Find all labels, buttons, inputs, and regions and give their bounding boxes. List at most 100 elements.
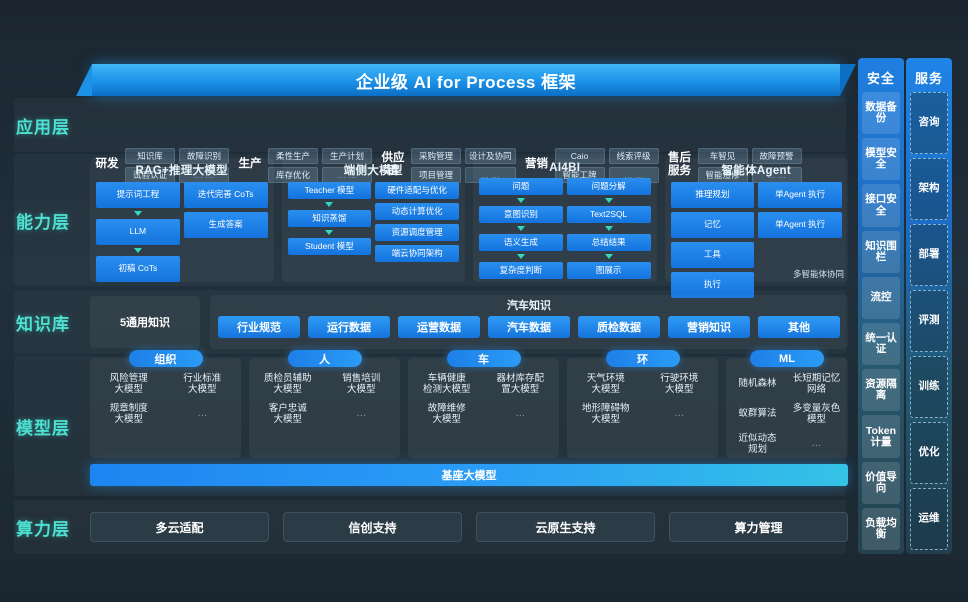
model-item[interactable]: 天气环境 大模型	[586, 372, 625, 395]
rail-item-service[interactable]: 评测	[910, 290, 948, 352]
model-item[interactable]: 规章制度 大模型	[109, 402, 148, 425]
model-item[interactable]: 多变量灰色 模型	[792, 402, 841, 425]
model-item[interactable]: 器材库存配 置大模型	[496, 372, 544, 395]
capability-node[interactable]: 迭代完善 CoTs	[183, 182, 268, 208]
capability-node[interactable]: 推理规划	[670, 182, 755, 208]
capability-node[interactable]: 图展示	[566, 262, 651, 279]
capability-node[interactable]: 初稿 CoTs	[96, 256, 180, 282]
rail-item-service[interactable]: 架构	[910, 158, 948, 220]
application-chip[interactable]: 设计及协同	[465, 147, 516, 164]
model-item[interactable]: 行业标准 大模型	[183, 372, 222, 395]
rail-item-service[interactable]: 咨询	[910, 92, 948, 154]
rail-item-security[interactable]: 模型安全	[862, 138, 900, 181]
compute-chip[interactable]: 多云适配	[90, 512, 269, 542]
capability-node[interactable]: Teacher 模型	[287, 182, 372, 199]
rail-item-security[interactable]: 数据备份	[862, 92, 900, 135]
rail-item-security[interactable]: 价值导向	[862, 461, 900, 504]
model-card-pill[interactable]: 车	[446, 350, 521, 367]
capability-node[interactable]: 单Agent 执行	[758, 212, 842, 238]
application-chip[interactable]: … …	[322, 166, 372, 183]
application-chip[interactable]: 采购管理	[411, 147, 461, 164]
compute-chip[interactable]: 信创支持	[283, 512, 462, 542]
rail-item-security[interactable]: Token计量	[862, 415, 900, 458]
knowledge-chip[interactable]: 运行数据	[308, 316, 390, 338]
rail-item-security[interactable]: 流控	[862, 276, 900, 320]
model-item[interactable]: 质检员辅助 大模型	[263, 372, 312, 395]
model-item[interactable]: 车辆健康 检测大模型	[422, 372, 471, 395]
model-item[interactable]: …	[811, 438, 822, 449]
capability-node[interactable]: 复杂度判断	[479, 262, 563, 279]
compute-chip[interactable]: 算力管理	[669, 512, 848, 542]
rail-item-service[interactable]: 训练	[910, 356, 948, 418]
capability-node[interactable]: 语义生成	[479, 234, 563, 251]
model-item[interactable]: …	[356, 408, 367, 419]
application-chip[interactable]: 知识库	[125, 147, 175, 164]
model-item[interactable]: 地形障碍物 大模型	[581, 402, 630, 425]
capability-node[interactable]: 提示词工程	[96, 182, 180, 208]
capability-node[interactable]: 硬件适配与优化	[375, 182, 459, 199]
model-item[interactable]: …	[515, 408, 526, 419]
model-card-pill[interactable]: 环	[605, 350, 680, 367]
application-chip[interactable]: 线索评级	[608, 147, 659, 164]
application-column: 故障识别… …	[179, 147, 229, 183]
capability-node[interactable]: LLM	[96, 219, 180, 245]
capability-node[interactable]: 意图识别	[479, 206, 563, 223]
application-chip[interactable]: 故障预警	[751, 147, 802, 164]
model-card-pill[interactable]: ML	[750, 350, 824, 367]
application-chip[interactable]: Caio	[554, 147, 605, 164]
capability-node[interactable]: 单Agent 执行	[758, 182, 842, 208]
application-chip[interactable]: 生产计划	[322, 147, 372, 164]
application-group-name: 营销	[525, 158, 549, 171]
model-card-pill[interactable]: 组织	[128, 350, 203, 367]
knowledge-chip[interactable]: 质检数据	[578, 316, 660, 338]
rail-item-security[interactable]: 负载均衡	[862, 507, 900, 551]
capability-node[interactable]: Text2SQL	[566, 206, 651, 223]
rail-item-security[interactable]: 知识围栏	[862, 230, 900, 273]
model-item[interactable]: …	[197, 408, 208, 419]
rail-item-service[interactable]: 部署	[910, 224, 948, 286]
capability-node[interactable]: 问题	[479, 178, 563, 195]
model-item[interactable]: 客户忠诚 大模型	[268, 402, 307, 425]
rail-item-security[interactable]: 资源隔离	[862, 369, 900, 412]
capability-node[interactable]: 资源调度管理	[375, 224, 459, 241]
knowledge-chip[interactable]: 行业规范	[218, 316, 300, 338]
rail-item-security[interactable]: 统一认证	[862, 323, 900, 366]
capability-node[interactable]: 记忆	[670, 212, 755, 238]
knowledge-chip[interactable]: 运营数据	[398, 316, 480, 338]
model-item[interactable]: …	[674, 408, 685, 419]
application-chip[interactable]: 车智见	[697, 147, 748, 164]
capability-node[interactable]: 动态计算优化	[375, 203, 459, 220]
model-item[interactable]: 风险管理 大模型	[109, 372, 148, 395]
model-item[interactable]: 销售培训 大模型	[342, 372, 381, 395]
capability-node[interactable]: 问题分解	[566, 178, 651, 195]
knowledge-chip[interactable]: 汽车数据	[488, 316, 570, 338]
model-item[interactable]: 故障维修 大模型	[427, 402, 466, 425]
model-card-pill[interactable]: 人	[287, 350, 362, 367]
rail-item-service[interactable]: 优化	[910, 422, 948, 484]
model-item[interactable]: 长短期记忆 网络	[792, 372, 841, 395]
knowledge-chip[interactable]: 营销知识	[668, 316, 750, 338]
application-group-name: 售后服务	[668, 151, 692, 177]
capability-node[interactable]: 端云协同架构	[375, 245, 459, 262]
application-group-cells: 车智见 智能渣修 故障预警… …	[697, 147, 802, 183]
capability-node[interactable]: 生成答案	[183, 212, 268, 238]
capability-node[interactable]: 总结结果	[566, 234, 651, 251]
capability-columns: 问题意图识别语义生成复杂度判断 问题分解 Text2SQL 总结结果图展示	[479, 178, 651, 279]
application-chip[interactable]: 柔性生产	[268, 147, 318, 164]
capability-node[interactable]: 工具	[670, 242, 755, 268]
model-wrap: 组织风险管理 大模型 规章制度 大模型 行业标准 大模型 … 人质检员辅助 大模型 客户忠诚 大模型…	[90, 350, 848, 494]
rail-item-service[interactable]: 运维	[910, 488, 948, 550]
capability-node[interactable]: 执行	[670, 272, 755, 298]
application-chip[interactable]: 故障识别	[179, 147, 229, 164]
compute-chip[interactable]: 云原生支持	[476, 512, 655, 542]
model-item[interactable]: 近似动态 规划	[738, 432, 777, 455]
model-item[interactable]: 蚁群算法	[738, 408, 777, 420]
model-item[interactable]: 随机森林	[738, 378, 777, 390]
model-card-grid: 天气环境 大模型 地形障碍物 大模型 行驶环境 大模型 …	[572, 372, 713, 426]
model-card-grid: 质检员辅助 大模型 客户忠诚 大模型 销售培训 大模型 …	[254, 372, 395, 426]
capability-node[interactable]: Student 模型	[287, 238, 372, 255]
capability-node[interactable]: 知识蒸馏	[287, 210, 372, 227]
knowledge-chip[interactable]: 其他	[758, 316, 840, 338]
rail-item-security[interactable]: 接口安全	[862, 184, 900, 227]
model-item[interactable]: 行驶环境 大模型	[660, 372, 699, 395]
